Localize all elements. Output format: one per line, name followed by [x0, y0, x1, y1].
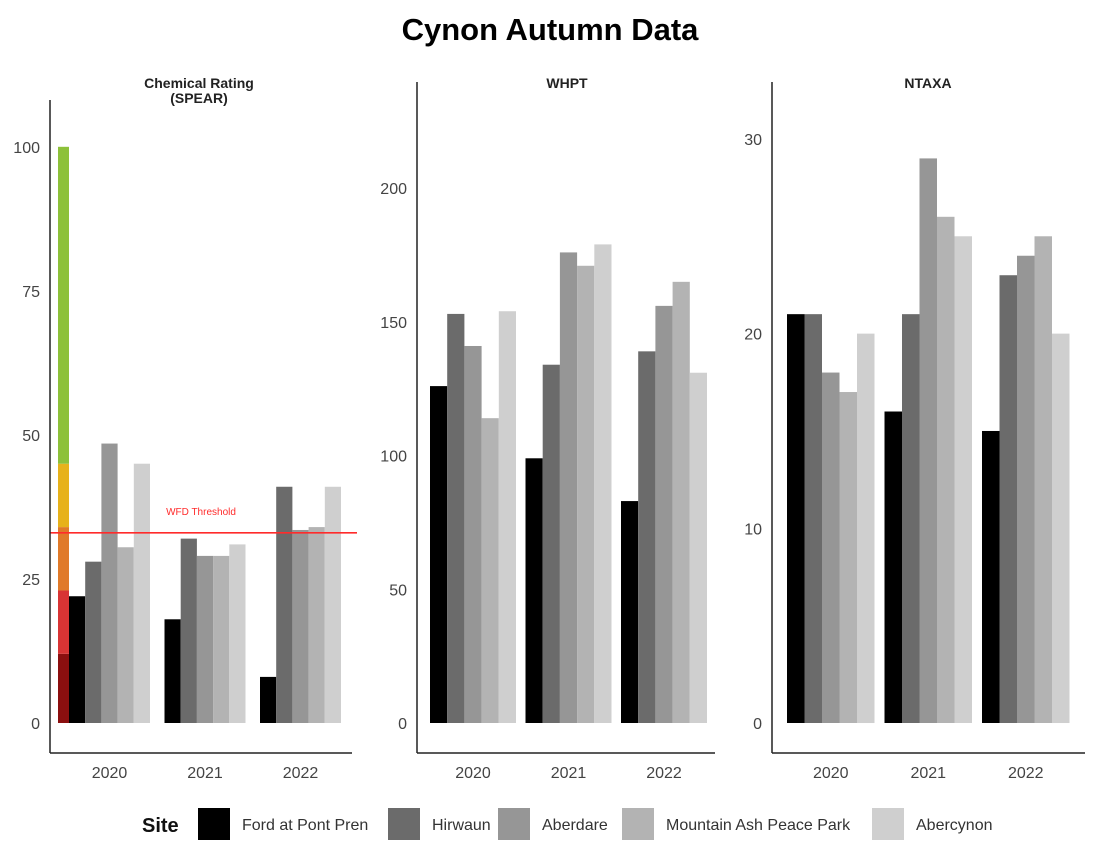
bar [525, 458, 543, 723]
legend-label: Abercynon [916, 817, 993, 834]
bar [292, 529, 309, 723]
legend-swatch [198, 808, 230, 840]
y-tick-label: 25 [22, 572, 40, 589]
panel-2: NTAXA 0 10 20 30 2020 2021 2022 [744, 75, 1085, 782]
bar [85, 561, 102, 723]
bar [164, 619, 181, 723]
legend-title: Site [142, 815, 179, 837]
y-tick-label: 200 [380, 181, 407, 198]
bar [982, 430, 1000, 723]
x-tick-label: 2020 [455, 765, 491, 782]
x-tick-label: 2021 [551, 765, 587, 782]
bar [117, 547, 134, 723]
x-tick-label: 2022 [1008, 765, 1044, 782]
bar [902, 314, 920, 723]
rating-band [58, 527, 69, 591]
bar [919, 158, 937, 723]
bar [559, 252, 578, 723]
legend-swatch [872, 808, 904, 840]
bar [884, 411, 902, 723]
rating-band [58, 146, 69, 464]
bar [804, 314, 822, 723]
bar [621, 501, 639, 723]
panel-title-line: WHPT [546, 75, 588, 91]
x-tick-label: 2020 [813, 765, 849, 782]
bar [324, 486, 341, 723]
x-tick-label: 2021 [910, 765, 946, 782]
bar [1052, 333, 1070, 724]
legend-label: Mountain Ash Peace Park [666, 817, 851, 834]
y-tick-label: 0 [398, 716, 407, 733]
x-tick-label: 2022 [646, 765, 682, 782]
legend-swatch [388, 808, 420, 840]
legend-label: Hirwaun [432, 817, 491, 834]
legend-swatch [622, 808, 654, 840]
bar [481, 418, 499, 723]
bar [213, 555, 230, 723]
x-tick-label: 2022 [283, 765, 319, 782]
bar [69, 596, 86, 723]
bar [954, 236, 972, 723]
panel-title-line: (SPEAR) [170, 90, 228, 106]
chart-main-title: Cynon Autumn Data [401, 12, 699, 47]
bar [638, 351, 656, 723]
bar [999, 275, 1017, 723]
bar [937, 216, 955, 723]
bar [133, 463, 150, 723]
legend-label: Ford at Pont Pren [242, 817, 368, 834]
bar [1017, 255, 1035, 723]
y-tick-label: 150 [380, 315, 407, 332]
panel-0: Chemical Rating(SPEAR) WFD Threshold 0 25 50… [13, 75, 357, 782]
panel-title-line: Chemical Rating [144, 75, 254, 91]
bar [857, 333, 875, 724]
bar [430, 386, 448, 723]
bar [276, 486, 293, 723]
legend-label: Aberdare [542, 817, 608, 834]
bar [655, 305, 673, 723]
x-tick-label: 2021 [187, 765, 223, 782]
threshold-label: WFD Threshold [166, 507, 236, 518]
y-tick-label: 10 [744, 521, 762, 538]
y-tick-label: 75 [22, 284, 40, 301]
bar [542, 364, 560, 723]
bar [1034, 236, 1052, 723]
bar [498, 311, 516, 723]
bar [260, 676, 277, 723]
bar [672, 281, 690, 723]
y-tick-label: 0 [753, 716, 762, 733]
rating-band [58, 463, 69, 528]
legend-swatch [498, 808, 530, 840]
legend: Site Ford at Pont Pren Hirwaun Aberdare Moun… [142, 808, 993, 840]
panel-title-line: NTAXA [904, 75, 951, 91]
rating-band [58, 653, 69, 723]
bar [839, 392, 857, 723]
bar [447, 313, 465, 723]
y-tick-label: 50 [22, 428, 40, 445]
y-tick-label: 20 [744, 327, 762, 344]
bar [229, 544, 246, 723]
bar [822, 372, 840, 723]
bar [101, 443, 118, 723]
bar [689, 372, 707, 723]
rating-band [58, 590, 69, 654]
x-tick-label: 2020 [92, 765, 128, 782]
bar [577, 265, 595, 723]
y-tick-label: 50 [389, 582, 407, 599]
y-tick-label: 30 [744, 132, 762, 149]
bar [308, 527, 325, 723]
y-tick-label: 100 [13, 140, 40, 157]
bar [594, 244, 612, 723]
bar [196, 555, 214, 723]
y-tick-label: 100 [380, 449, 407, 466]
bar [787, 314, 805, 723]
y-tick-label: 0 [31, 716, 40, 733]
bar [464, 345, 482, 723]
panel-1: WHPT 0 50 100 150 200 2020 2021 2022 [380, 75, 715, 782]
bar [180, 538, 197, 723]
